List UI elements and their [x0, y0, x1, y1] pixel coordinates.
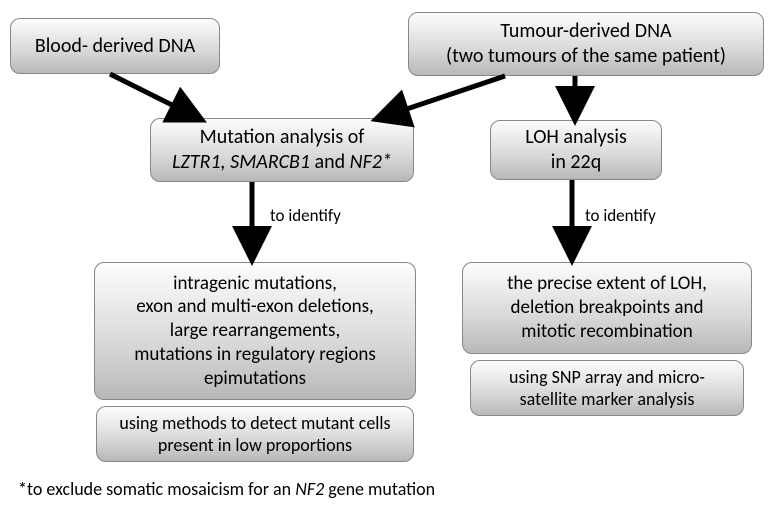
mut-out-l4: mutations in regulatory regions: [134, 343, 376, 366]
box-tumour-line1: Tumour-derived DNA: [500, 19, 671, 43]
loh-out-l3: mitotic recombination: [521, 320, 692, 343]
box-mut-out: intragenic mutations, exon and multi-exo…: [94, 262, 416, 400]
box-tumour-line2: (two tumours of the same patient): [446, 44, 726, 68]
loh-out-l2: deletion breakpoints and: [511, 296, 704, 319]
footnote-nf2: NF2: [295, 478, 324, 500]
box-mutation: Mutation analysis of LZTR1, SMARCB1 and …: [150, 118, 414, 182]
mut-out-l3: large rearrangements,: [170, 319, 340, 342]
box-loh-text: LOH analysis in 22q: [505, 125, 647, 175]
box-mut-meth-text: using methods to detect mutant cells pre…: [111, 412, 399, 457]
box-loh-line2: in 22q: [551, 150, 601, 174]
arrow-blood-mutation: [110, 74, 198, 118]
mut-out-l2: exon and multi-exon deletions,: [136, 295, 374, 318]
gene-nf2: NF2*: [350, 150, 392, 174]
mut-meth-l2: present in low proportions: [158, 434, 352, 456]
loh-meth-l1: using SNP array and micro-: [509, 366, 705, 388]
label-identify-2: to identify: [585, 205, 656, 226]
box-mutation-line1: Mutation analysis of: [200, 125, 365, 149]
footnote-star: *to exclude somatic mosaicism for an: [18, 478, 295, 500]
box-tumour: Tumour-derived DNA (two tumours of the s…: [408, 12, 764, 76]
box-loh-meth-text: using SNP array and micro- satellite mar…: [485, 366, 729, 411]
mut-meth-l1: using methods to detect mutant cells: [119, 412, 390, 434]
arrow-tumour-mutation: [380, 76, 505, 118]
box-blood: Blood- derived DNA: [10, 18, 220, 74]
box-loh-out: the precise extent of LOH, deletion brea…: [462, 262, 752, 354]
box-loh-out-text: the precise extent of LOH, deletion brea…: [477, 272, 737, 343]
box-mutation-text: Mutation analysis of LZTR1, SMARCB1 and …: [165, 125, 399, 175]
mut-out-l5: epimutations: [204, 367, 306, 390]
footnote: *to exclude somatic mosaicism for an NF2…: [18, 478, 435, 500]
box-mut-meth: using methods to detect mutant cells pre…: [96, 406, 414, 462]
box-loh-meth: using SNP array and micro- satellite mar…: [470, 360, 744, 416]
mut-out-l1: intragenic mutations,: [173, 272, 337, 295]
loh-out-l1: the precise extent of LOH,: [507, 272, 707, 295]
label-identify-1: to identify: [270, 205, 341, 226]
gene-and: and: [310, 150, 350, 174]
box-loh: LOH analysis in 22q: [490, 120, 662, 180]
gene-list: LZTR1, SMARCB1: [172, 150, 310, 174]
footnote-tail: gene mutation: [324, 478, 435, 500]
loh-meth-l2: satellite marker analysis: [520, 388, 695, 410]
box-loh-line1: LOH analysis: [525, 125, 627, 149]
box-blood-text: Blood- derived DNA: [25, 34, 205, 59]
box-mut-out-text: intragenic mutations, exon and multi-exo…: [109, 272, 401, 391]
box-tumour-text: Tumour-derived DNA (two tumours of the s…: [423, 19, 749, 69]
